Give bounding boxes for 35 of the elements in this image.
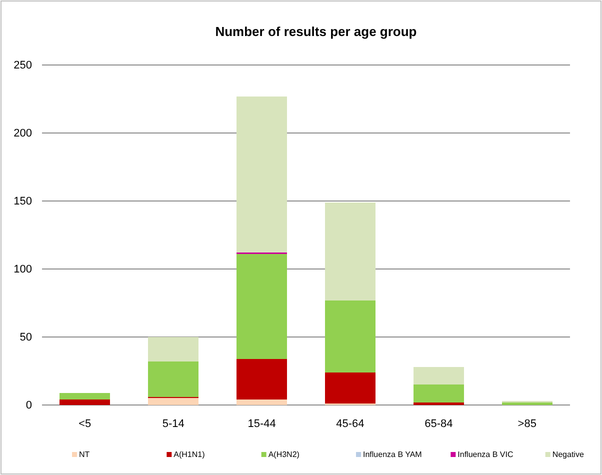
x-tick-label: 65-84 — [424, 418, 453, 430]
x-tick-label: 5-14 — [162, 418, 184, 430]
y-tick-label: 200 — [14, 128, 32, 140]
legend-label: Influenza B YAM — [363, 450, 422, 459]
bar — [413, 366, 464, 385]
x-tick-label: <5 — [78, 418, 92, 430]
bar — [502, 402, 552, 405]
bar — [236, 358, 287, 400]
bar — [325, 202, 376, 300]
bar — [413, 402, 464, 405]
x-tick-label: 15-44 — [248, 418, 276, 430]
bar — [236, 96, 287, 253]
legend-label: A(H3N2) — [268, 450, 300, 459]
y-tick-label: 250 — [14, 60, 32, 72]
y-tick-label: 150 — [14, 196, 32, 208]
bar — [236, 254, 287, 359]
bar — [148, 361, 199, 397]
chart-title: Number of results per age group — [215, 24, 417, 39]
bar — [413, 384, 464, 402]
legend-label: A(H1N1) — [174, 450, 206, 459]
bar — [325, 300, 376, 372]
legend-label: NT — [79, 450, 90, 459]
bar — [60, 392, 110, 400]
y-tick-label: 50 — [20, 332, 32, 344]
legend-label: Negative — [552, 450, 584, 459]
bar — [325, 372, 376, 404]
bar — [60, 400, 110, 405]
x-tick-label: >85 — [518, 418, 536, 430]
bar — [236, 400, 287, 405]
y-tick-label: 0 — [26, 400, 32, 412]
bar — [148, 398, 199, 405]
x-tick-label: 45-64 — [336, 418, 364, 430]
y-tick-label: 100 — [14, 264, 32, 276]
bar — [148, 337, 199, 362]
legend-label: Influenza B VIC — [458, 450, 514, 459]
